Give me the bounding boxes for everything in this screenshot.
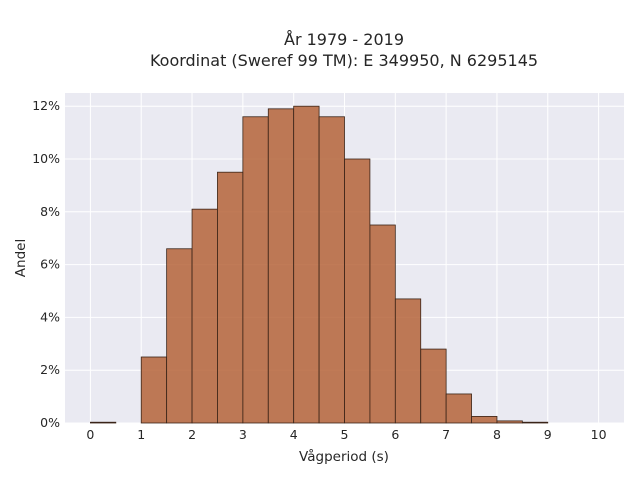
histogram-bar (318, 116, 345, 424)
chart-title-line1: År 1979 - 2019 (284, 30, 404, 49)
x-tick-label: 4 (290, 427, 298, 442)
y-axis-label: Andel (13, 239, 29, 277)
chart-title-line2: Koordinat (Sweref 99 TM): E 349950, N 62… (150, 51, 538, 70)
x-tick-label: 0 (86, 427, 94, 442)
histogram-bar (496, 420, 523, 424)
histogram-bar (369, 224, 396, 424)
x-tick-label: 5 (341, 427, 349, 442)
x-tick-label: 8 (493, 427, 501, 442)
histogram-bar (90, 421, 117, 424)
y-tick-label: 8% (40, 204, 60, 219)
x-tick-label: 6 (391, 427, 399, 442)
histogram-bar (166, 248, 193, 424)
x-tick-label: 2 (188, 427, 196, 442)
histogram-bar (521, 421, 549, 424)
histogram-bar (267, 108, 295, 424)
y-tick-label: 4% (40, 309, 60, 324)
y-tick-label: 2% (40, 362, 60, 377)
x-tick-label: 9 (544, 427, 552, 442)
x-tick-label: 1 (137, 427, 145, 442)
histogram-bar (394, 298, 422, 424)
histogram-bar (140, 356, 168, 424)
y-tick-label: 0% (40, 415, 60, 430)
histogram-bar (471, 415, 498, 424)
histogram-bar (242, 116, 269, 424)
x-tick-label: 7 (442, 427, 450, 442)
x-tick-label: 3 (239, 427, 247, 442)
x-axis-label: Vågperiod (s) (299, 448, 389, 465)
bars-group (90, 105, 549, 424)
y-axis-ticks: 0% 2% 4% 6% 8% 10% 12% (32, 98, 60, 430)
y-tick-label: 12% (32, 98, 60, 113)
histogram-bar (191, 208, 218, 424)
histogram-bar (445, 393, 472, 424)
histogram-bar (217, 171, 244, 424)
y-tick-label: 10% (32, 151, 60, 166)
histogram-bar (293, 105, 320, 424)
histogram-bar (420, 348, 447, 424)
y-tick-label: 6% (40, 257, 60, 272)
histogram-bar (344, 158, 371, 424)
x-tick-label: 10 (591, 427, 607, 442)
x-axis-ticks: 0 1 2 3 4 5 6 7 8 9 10 (86, 427, 606, 442)
